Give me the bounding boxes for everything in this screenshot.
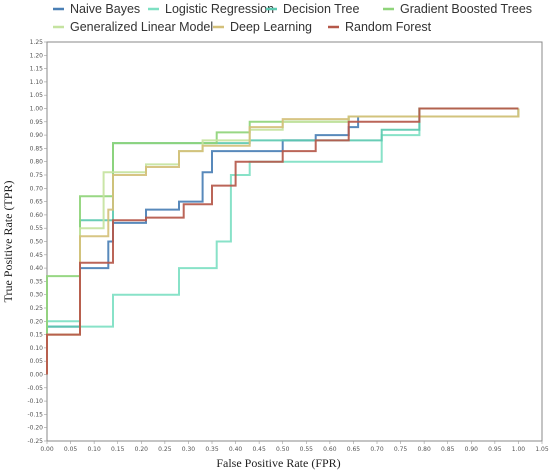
series-lines [46,107,520,375]
x-tick-label: 0.80 [417,446,431,453]
x-tick-label: 0.15 [111,446,125,453]
x-axis-title: False Positive Rate (FPR) [216,456,340,470]
x-tick-label: 0.55 [300,446,314,453]
x-tick-label: 0.60 [323,446,337,453]
legend-label: Naive Bayes [70,2,140,16]
x-tick-label: 0.65 [347,446,361,453]
y-tick-label: -0.05 [27,385,43,392]
y-tick-label: 0.40 [30,265,44,272]
y-tick-label: 0.30 [30,292,44,299]
x-tick-label: 0.25 [158,446,172,453]
y-tick-label: 0.45 [30,252,44,259]
x-tick-label: 0.95 [488,446,502,453]
y-tick-label: 0.15 [30,332,44,339]
x-tick-label: 1.05 [535,446,549,453]
x-tick-label: 0.40 [229,446,243,453]
series-line-naive-bayes [46,108,520,375]
x-tick-label: 0.10 [87,446,101,453]
y-tick-label: 0.85 [30,145,44,152]
y-axis-title: True Positive Rate (TPR) [1,181,15,303]
x-tick-label: 0.45 [252,446,266,453]
y-tick-label: 0.75 [30,172,44,179]
x-tick-label: 0.20 [135,446,149,453]
legend-label: Deep Learning [230,20,312,34]
series-line-logistic-regression [46,108,520,375]
y-tick-label: 0.80 [30,159,44,166]
y-tick-label: 0.25 [30,305,44,312]
y-tick-label: 0.00 [30,372,44,379]
y-tick-label: 0.10 [30,345,44,352]
x-tick-label: 0.05 [64,446,78,453]
legend-label: Logistic Regression [165,2,274,16]
y-tick-label: 0.20 [30,318,44,325]
y-tick-label: 0.90 [30,132,44,139]
y-tick-label: 0.35 [30,278,44,285]
y-tick-label: 1.10 [30,79,44,86]
y-tick-label: -0.20 [27,425,43,432]
y-tick-label: -0.15 [27,411,43,418]
y-tick-label: 1.05 [30,92,44,99]
y-tick-label: -0.25 [27,438,43,445]
y-tick-label: 0.05 [30,358,44,365]
y-tick-label: 0.50 [30,239,44,246]
legend-label: Random Forest [345,20,432,34]
x-tick-label: 0.30 [182,446,196,453]
y-tick-label: 1.20 [30,52,44,59]
plot-area-frame [46,41,543,442]
series-line-random-forest [46,107,519,375]
y-tick-label: 0.60 [30,212,44,219]
legend-label: Gradient Boosted Trees [400,2,532,16]
series-line-deep-learning [46,108,520,375]
y-tick-label: -0.10 [27,398,43,405]
y-tick-label: 0.65 [30,199,44,206]
x-tick-label: 0.70 [370,446,384,453]
x-tick-label: 0.35 [205,446,219,453]
y-tick-label: 0.70 [30,185,44,192]
legend-label: Decision Tree [283,2,359,16]
x-axis-ticks: 0.00 0.05 0.10 0.15 0.20 0.25 0.30 0.35 0.40 0.45… [40,441,549,453]
chart-legend: Naive Bayes Logistic Regression Decision T… [53,2,532,34]
y-tick-label: 1.25 [30,39,44,46]
y-tick-label: 0.55 [30,225,44,232]
legend-label: Generalized Linear Model [70,20,213,34]
y-axis-ticks: -0.25 -0.20 -0.15 -0.10 -0.05 0.00 0.05 0.10 0.1… [27,39,47,445]
x-tick-label: 0.50 [276,446,290,453]
x-tick-label: 1.00 [512,446,526,453]
y-tick-label: 1.15 [30,66,44,73]
x-tick-label: 0.00 [40,446,54,453]
y-tick-label: 1.00 [30,106,44,113]
y-tick-label: 0.95 [30,119,44,126]
x-tick-label: 0.90 [465,446,479,453]
x-tick-label: 0.85 [441,446,455,453]
x-tick-label: 0.75 [394,446,408,453]
